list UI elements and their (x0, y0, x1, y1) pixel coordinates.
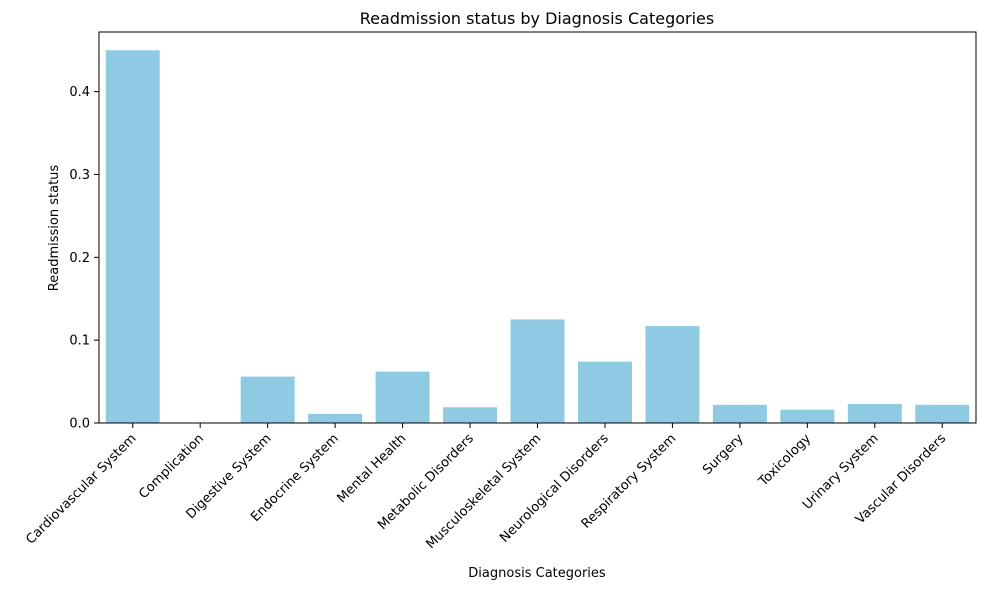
bar (915, 404, 970, 423)
x-tick-label: Surgery (700, 431, 747, 478)
x-tick-label: Neurological Disorders (497, 431, 612, 546)
x-tick-label: Complication (136, 431, 207, 502)
bar (443, 407, 498, 423)
x-tick-label: Musculoskeletal System (423, 431, 544, 552)
x-tick-label: Toxicology (755, 431, 814, 490)
y-axis: 0.0 0.1 0.2 0.3 0.4 (69, 85, 99, 432)
bar (847, 403, 902, 423)
x-tick-label: Cardiovascular System (23, 431, 139, 547)
x-tick-label: Mental Health (334, 431, 409, 506)
y-tick-label: 0.3 (69, 168, 90, 183)
bar (240, 376, 295, 423)
y-tick-label: 0.2 (69, 251, 90, 266)
bar (780, 409, 835, 423)
bar (577, 361, 632, 423)
bars-group (105, 50, 970, 423)
y-tick-label: 0.1 (69, 334, 90, 349)
x-axis: Cardiovascular SystemComplicationDigesti… (23, 423, 949, 552)
chart-title: Readmission status by Diagnosis Categori… (360, 9, 714, 28)
bar (510, 319, 565, 423)
y-tick-label: 0.0 (69, 417, 90, 432)
x-axis-title: Diagnosis Categories (468, 566, 606, 581)
bar (712, 404, 767, 423)
plot-frame (98, 31, 977, 424)
bar (375, 371, 430, 423)
bar (308, 413, 363, 423)
bar (105, 50, 160, 423)
bar (645, 326, 700, 423)
y-tick-label: 0.4 (69, 85, 90, 100)
y-axis-title: Readmission status (47, 165, 62, 292)
